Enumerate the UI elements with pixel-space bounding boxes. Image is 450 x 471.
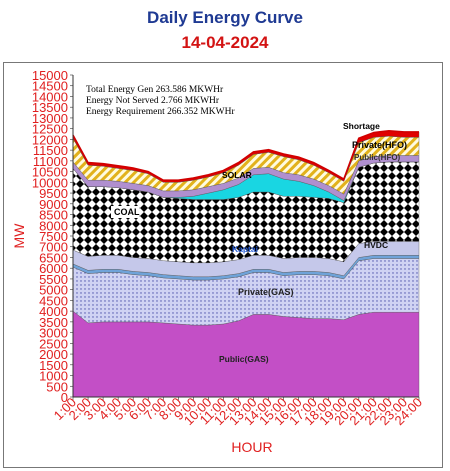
y-tick-label: 7000 (39, 240, 68, 255)
y-tick-label: 7500 (39, 229, 68, 244)
y-tick-label: 8000 (39, 218, 68, 233)
series-label: Shortage (343, 121, 380, 131)
series-label: Public(HFO) (354, 153, 401, 162)
total-outline (72, 129, 419, 181)
y-tick-label: 9500 (39, 186, 68, 201)
y-tick-label: 1500 (39, 358, 68, 373)
y-tick-label: 13000 (32, 111, 68, 126)
y-tick-label: 13500 (32, 100, 68, 115)
y-tick-label: 3000 (39, 326, 68, 341)
y-tick-label: 4500 (39, 293, 68, 308)
y-tick-label: 14500 (32, 79, 68, 94)
series-label: Public(GAS) (219, 354, 269, 364)
y-tick-label: 12000 (32, 132, 68, 147)
chart-title: Daily Energy Curve (147, 8, 303, 27)
y-axis-label: MW (11, 223, 27, 249)
y-tick-label: 15000 (32, 68, 68, 83)
y-tick-label: 11000 (33, 154, 68, 169)
y-tick-label: 8500 (39, 208, 68, 223)
y-tick-label: 2000 (39, 347, 68, 362)
y-tick-label: 4000 (39, 304, 68, 319)
energy-summary-line: Energy Not Served 2.766 MKWHr (86, 96, 220, 106)
energy-summary-line: Energy Requirement 266.352 MKWHr (86, 107, 235, 117)
series-label: Private(GAS) (238, 287, 294, 297)
series-label-bg (111, 206, 140, 218)
y-tick-label: 6000 (39, 261, 68, 276)
y-tick-label: 5500 (39, 272, 68, 287)
y-tick-label: 10000 (32, 175, 68, 190)
y-tick-label: 14000 (32, 89, 68, 104)
chart-frame (3, 62, 443, 468)
y-tick-label: 500 (46, 379, 68, 394)
y-tick-label: 10500 (32, 165, 68, 180)
series-label: SOLAR (222, 170, 252, 180)
y-tick-label: 1000 (39, 369, 68, 384)
x-axis-label: HOUR (231, 439, 272, 455)
series-label: COAL (114, 207, 140, 217)
energy-summary-line: Total Energy Gen 263.586 MKWHr (86, 85, 224, 95)
y-tick-label: 6500 (39, 250, 68, 265)
y-tick-label: 3500 (39, 315, 68, 330)
y-tick-label: 11500 (33, 143, 68, 158)
series-label: Private(HFO) (352, 140, 407, 150)
series-label: HVDC (364, 240, 388, 250)
chart-date: 14-04-2024 (181, 33, 269, 52)
y-tick-label: 2500 (39, 336, 68, 351)
y-tick-label: 9000 (39, 197, 68, 212)
series-label: Kaptai (232, 244, 258, 254)
y-tick-label: 12500 (32, 122, 68, 137)
y-tick-label: 5000 (39, 283, 68, 298)
y-tick-label: 0 (61, 390, 68, 405)
